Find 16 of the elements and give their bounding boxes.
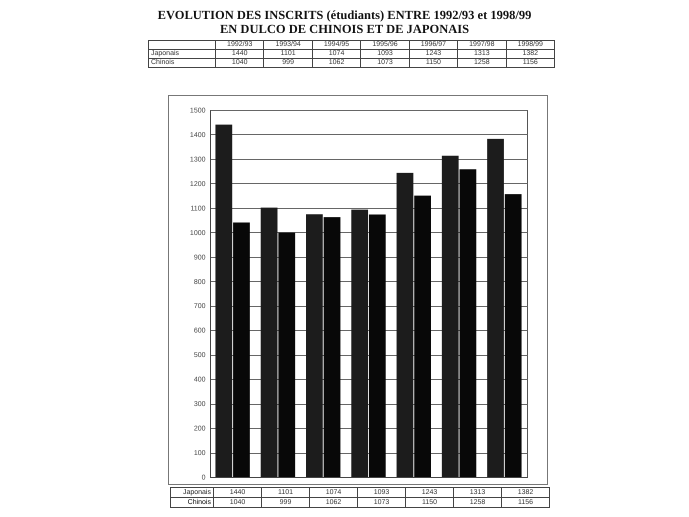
text: EVOLUTION DES INSCRITS (étudiants) ENTRE 1992/93 et 1998/99 <box>156 8 532 22</box>
bar <box>324 217 340 477</box>
bar <box>215 124 232 477</box>
bar <box>414 196 431 477</box>
bar <box>278 232 296 477</box>
bar <box>487 138 504 477</box>
bar <box>396 172 414 477</box>
bar <box>368 214 386 477</box>
bar <box>504 194 522 477</box>
bar <box>260 208 278 477</box>
bar <box>460 169 476 477</box>
bar <box>351 210 368 477</box>
text: EN DULCO DE CHINOIS ET DE JAPONAIS <box>218 22 470 36</box>
bar <box>442 156 459 477</box>
bar <box>233 222 250 477</box>
bar <box>306 214 323 477</box>
